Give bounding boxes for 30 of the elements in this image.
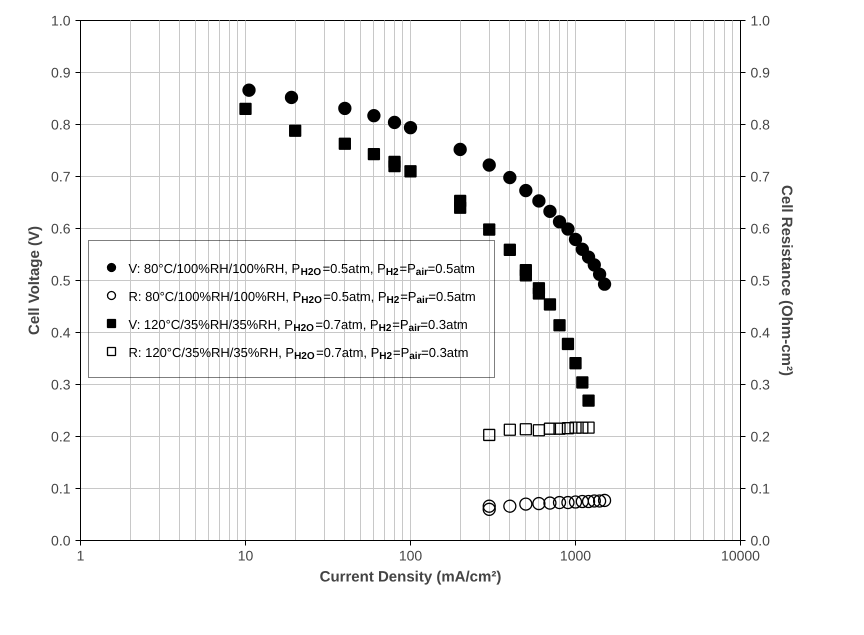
x-tick-label: 1 — [76, 548, 85, 564]
y-tick-label: 0.0 — [51, 532, 71, 548]
y2-axis-title: Cell Resistance (Ohm-cm²) — [778, 185, 795, 376]
y-tick-label: 0.4 — [51, 324, 71, 340]
y-tick-label: 0.3 — [51, 376, 71, 392]
y2-tick-label: 0.7 — [750, 168, 770, 184]
y2-tick-label: 0.5 — [750, 272, 770, 288]
y-tick-label: 1.0 — [51, 12, 71, 28]
y2-tick-label: 0.8 — [750, 116, 770, 132]
y2-tick-label: 0.1 — [750, 480, 770, 496]
y-axis-title: Cell Voltage (V) — [26, 226, 44, 335]
x-tick-label: 10 — [238, 548, 254, 564]
y2-tick-label: 0.9 — [750, 64, 770, 80]
y-tick-label: 0.9 — [51, 64, 71, 80]
y-tick-label: 0.7 — [51, 168, 71, 184]
x-tick-label: 10000 — [721, 548, 760, 564]
y2-tick-label: 0.4 — [750, 324, 770, 340]
y-tick-label: 0.5 — [51, 272, 71, 288]
y2-tick-label: 0.0 — [750, 532, 770, 548]
y-tick-label: 0.1 — [51, 480, 71, 496]
y-tick-label: 0.8 — [51, 116, 71, 132]
y2-tick-label: 1.0 — [750, 12, 770, 28]
y2-tick-label: 0.2 — [750, 428, 770, 444]
x-tick-label: 1000 — [560, 548, 592, 564]
y2-tick-label: 0.6 — [750, 220, 770, 236]
y-tick-label: 0.2 — [51, 428, 71, 444]
y-tick-label: 0.6 — [51, 220, 71, 236]
y2-tick-label: 0.3 — [750, 376, 770, 392]
x-tick-label: 100 — [398, 548, 422, 564]
x-axis-title: Current Density (mA/cm²) — [320, 568, 502, 586]
